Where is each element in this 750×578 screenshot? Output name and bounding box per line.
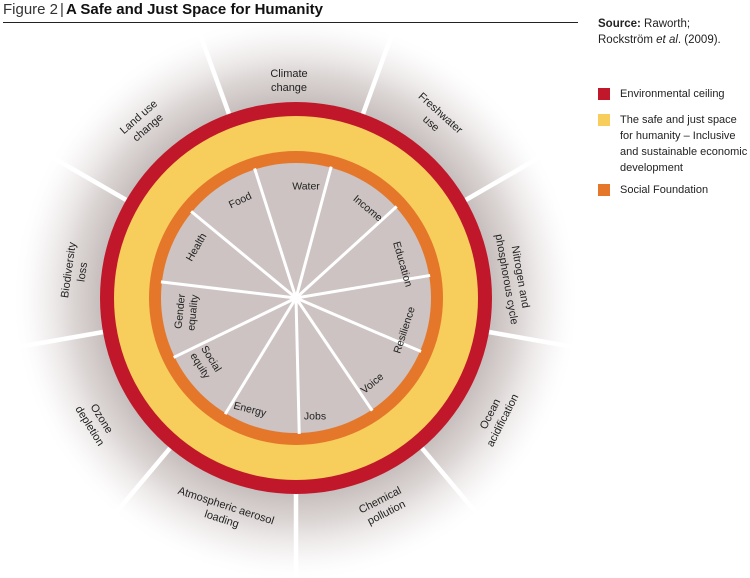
outer-spokes xyxy=(14,29,578,578)
outer-spoke xyxy=(416,442,481,518)
inner-spoke xyxy=(223,297,298,415)
inner-spoke xyxy=(253,168,298,299)
outer-spoke xyxy=(14,328,110,350)
source-line1: Raworth; xyxy=(640,18,691,30)
inner-spoke xyxy=(190,210,297,300)
figure-separator: | xyxy=(60,1,64,18)
inner-spoke xyxy=(294,166,333,299)
source-label: Source: xyxy=(598,18,641,30)
legend-swatch xyxy=(598,184,610,196)
source-line2-italic: et al xyxy=(656,34,678,46)
social-label: Water xyxy=(292,181,320,193)
outer-spoke xyxy=(196,29,234,121)
legend-swatch xyxy=(598,88,610,100)
legend-swatch xyxy=(598,114,610,126)
inner-spoke xyxy=(173,296,297,359)
social-label: Genderequality xyxy=(172,292,201,331)
legend-label: The safe and just space for humanity – I… xyxy=(620,114,748,174)
outer-spoke xyxy=(358,29,396,121)
source-note: Source: Raworth; Rockström et al. (2009)… xyxy=(598,16,748,48)
inner-spoke xyxy=(294,205,398,300)
source-line2-a: Rockström xyxy=(598,34,657,46)
inner-spoke xyxy=(294,297,301,434)
outer-spoke xyxy=(48,153,133,205)
social-label: Jobs xyxy=(304,411,326,423)
inner-spokes xyxy=(160,166,431,434)
outer-spoke xyxy=(459,153,544,205)
source-line2-b: . (2009). xyxy=(677,34,721,46)
figure-title: A Safe and Just Space for Humanity xyxy=(65,1,323,18)
outer-spoke xyxy=(482,328,578,350)
outer-spoke xyxy=(111,442,176,518)
inner-spoke xyxy=(295,296,422,353)
inner-spoke xyxy=(295,273,431,300)
environmental-label: Climate change xyxy=(270,68,307,94)
inner-spoke xyxy=(294,297,374,412)
figure-header: Figure 2 | A Safe and Just Space for Human… xyxy=(3,1,578,23)
legend-label: Environmental ceiling xyxy=(620,88,725,100)
figure-label: Figure 2 xyxy=(3,1,59,18)
legend-label: Social Foundation xyxy=(620,184,709,196)
inner-spoke xyxy=(160,280,297,300)
